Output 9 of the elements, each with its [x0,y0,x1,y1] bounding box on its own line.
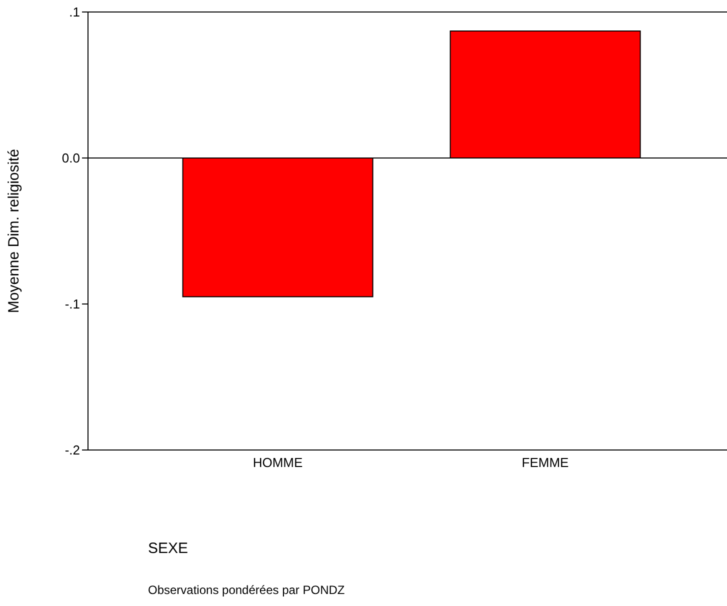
y-tick-label: .1 [69,4,80,20]
y-tick-label: 0.0 [62,150,80,166]
y-tick-label: -.1 [64,296,80,312]
text: Observations pondérées par PONDZ [148,583,345,597]
y-tick-label: -.2 [64,442,80,458]
y-axis-title: Moyenne Dim. religiosité [5,148,22,314]
x-axis-title: SEXE [148,540,188,557]
x-tick-label: FEMME [522,455,570,470]
x-tick-label: HOMME [252,455,303,470]
